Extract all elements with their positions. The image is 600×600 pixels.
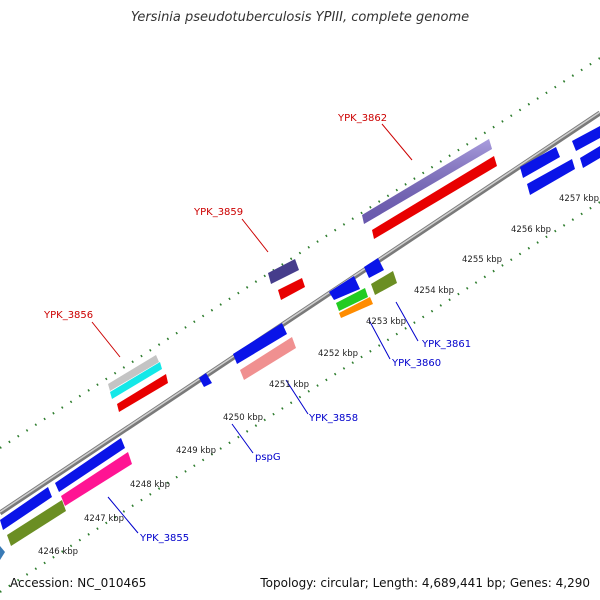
gene-left-upper-2[interactable] — [0, 487, 52, 530]
accession-label: Accession: NC_010465 — [10, 576, 147, 590]
gene-label-ypk3861[interactable]: YPK_3861 — [421, 339, 471, 350]
gene-ypk3859[interactable] — [278, 278, 305, 300]
gene-ypk3861[interactable] — [371, 271, 397, 295]
gene-left-upper-1[interactable] — [55, 438, 125, 492]
gene-teal-left[interactable] — [0, 546, 5, 560]
gene-blue-4252[interactable] — [233, 323, 287, 364]
outer-tick-line — [0, 57, 600, 449]
gene-label-pspg[interactable]: pspG — [255, 452, 281, 463]
gene-ypk3860-green[interactable] — [336, 288, 368, 311]
label-pointers — [91, 123, 419, 534]
gene-ypk3858[interactable] — [240, 337, 296, 380]
gene-label-ypk3856[interactable]: YPK_3856 — [43, 310, 93, 321]
gene-ypk3856-cyan[interactable] — [110, 362, 162, 399]
tick-label-4248: 4248 kbp — [130, 480, 170, 490]
tick-label-4249: 4249 kbp — [176, 446, 216, 456]
gene-ypk3860[interactable] — [339, 297, 373, 318]
gene-ypk3860-blue[interactable] — [329, 276, 360, 300]
genome-backbone — [0, 110, 600, 516]
map-title: Yersinia pseudotuberculosis YPIII, compl… — [130, 10, 470, 25]
gene-label-ypk3855[interactable]: YPK_3855 — [139, 533, 189, 544]
tick-label-4253: 4253 kbp — [366, 317, 406, 327]
gene-upper-right-1[interactable] — [520, 147, 560, 178]
gene-ypk3861-upper[interactable] — [364, 258, 384, 278]
gene-label-ypk3858[interactable]: YPK_3858 — [308, 413, 358, 424]
gene-label-ypk3862[interactable]: YPK_3862 — [337, 113, 387, 124]
gene-upper-right-2[interactable] — [527, 159, 575, 195]
genome-summary: Topology: circular; Length: 4,689,441 bp… — [260, 576, 590, 590]
tick-label-4257: 4257 kbp — [559, 194, 599, 204]
gene-ypk3862[interactable] — [372, 156, 497, 239]
tick-label-4254: 4254 kbp — [414, 286, 454, 296]
gene-olive-left[interactable] — [7, 500, 66, 546]
inner-tick-line — [0, 201, 600, 593]
gene-pspg[interactable] — [199, 373, 212, 387]
tick-label-4250: 4250 kbp — [223, 413, 263, 423]
gene-upper-right-3[interactable] — [572, 126, 600, 151]
gene-ypk3859-upper[interactable] — [268, 259, 299, 284]
gene-label-ypk3859[interactable]: YPK_3859 — [193, 207, 243, 218]
gene-ypk3856[interactable] — [117, 374, 168, 412]
gene-upper-right-4[interactable] — [580, 146, 600, 168]
tick-label-4251: 4251 kbp — [269, 380, 309, 390]
tick-label-4256: 4256 kbp — [511, 225, 551, 235]
tick-label-4255: 4255 kbp — [462, 255, 502, 265]
tick-label-4246: 4246 kbp — [38, 547, 78, 557]
gene-ypk3856-grey[interactable] — [108, 355, 159, 391]
gene-ypk3862-upper[interactable] — [362, 139, 492, 224]
gene-ypk3855[interactable] — [61, 452, 132, 506]
tick-label-4252: 4252 kbp — [318, 349, 358, 359]
gene-label-ypk3860[interactable]: YPK_3860 — [391, 358, 441, 369]
tick-label-4247: 4247 kbp — [84, 514, 124, 524]
